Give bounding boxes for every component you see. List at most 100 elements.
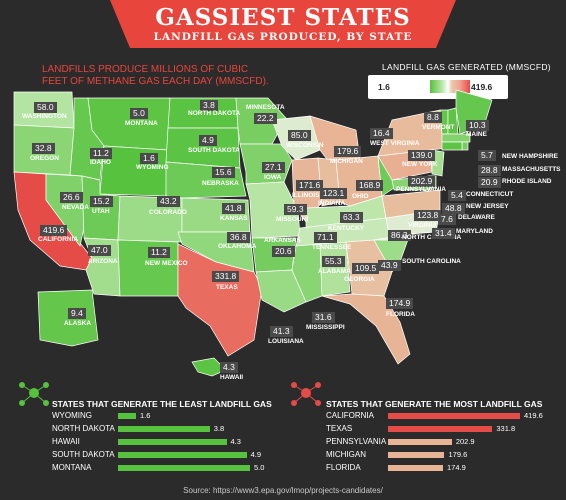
state-name-label: RHODE ISLAND [502,178,552,185]
state-name-label: NEW JERSEY [466,203,509,210]
state-value-label: 174.9 [386,298,414,309]
state-name-label: MONTANA [125,120,158,127]
state-massachusetts [441,133,471,143]
state-name-label: WASHINGTON [22,113,67,120]
rank-bar [118,439,227,445]
state-name-label: MARYLAND [456,228,493,235]
rank-label: MICHIGAN [326,450,366,459]
rank-row: SOUTH DAKOTA 4.9 [52,449,282,461]
state-value-label: 123.1 [320,188,348,199]
state-name-label: IDAHO [90,159,111,166]
rank-row: HAWAII 4.3 [52,436,282,448]
rank-label: WYOMING [52,411,92,420]
legend-title: LANDFILL GAS GENERATED (MMSCFD) [382,62,551,72]
state-name-label: WISCONSIN [286,142,324,149]
state-value-label: 171.6 [296,180,324,191]
rank-bar [118,452,247,458]
legend-max: 419.6 [471,82,493,92]
state-name-label: GEORGIA [344,276,375,283]
rank-value: 3.8 [213,424,225,433]
state-value-label: 63.3 [340,212,363,223]
state-value-label: 179.6 [334,146,362,157]
state-name-label: MISSISSIPPI [306,324,345,331]
state-value-label: 20.9 [478,177,501,188]
state-value-label: 20.6 [272,246,295,257]
state-value-label: 15.2 [90,196,113,207]
state-shapes [13,89,493,377]
state-name-label: MINNESOTA [246,104,285,111]
rank-label: FLORIDA [326,463,361,472]
state-name-label: TENNESSEE [312,244,352,251]
state-value-label: 123.8 [414,210,442,221]
state-value-label: 28.8 [478,165,501,176]
legend-min: 1.6 [378,82,390,92]
state-value-label: 36.8 [227,232,250,243]
state-value-label: 5.0 [130,108,148,119]
state-value-label: 32.8 [32,143,55,154]
state-value-label: 43.2 [157,196,180,207]
state-name-label: CONNECTICUT [466,191,514,198]
state-name-label: OHIO [352,193,369,200]
state-name-label: ALABAMA [318,268,351,275]
rank-label: NORTH DAKOTA [52,424,115,433]
state-name-label: NEW MEXICO [145,260,188,267]
state-name-label: NEBRASKA [202,180,239,187]
state-value-label: 85.0 [288,130,311,141]
least-dots-icon [19,382,49,406]
state-value-label: 47.0 [88,245,111,256]
rank-bar [388,452,445,458]
least-section-title: STATES THAT GENERATE THE LEAST LANDFILL … [52,399,272,409]
state-name-label: NEW YORK [402,161,438,168]
rank-bar [388,426,493,432]
rank-row: TEXAS 331.8 [326,423,562,435]
rank-value: 202.9 [455,437,475,446]
state-name-label: VIRGINIA [408,222,437,229]
state-name-label: NORTH DAKOTA [188,110,241,117]
state-value-label: 10.3 [466,120,489,131]
rank-bar [118,426,210,432]
state-name-label: MISSOURI [276,216,309,223]
source-text: Source: https://www3.epa.gov/lmop/projec… [183,486,383,495]
rank-value: 5.0 [254,463,265,472]
rank-value: 4.9 [250,450,262,459]
title-banner [110,0,456,48]
rank-value: 174.9 [447,463,466,472]
page-title: GASSIEST STATES [155,4,411,31]
state-connecticut [441,141,463,151]
state-name-label: SOUTH CAROLINA [402,258,461,265]
rank-row: WYOMING 1.6 [52,410,282,422]
rank-row: PENNSYLVANIA 202.9 [326,436,562,448]
state-name-label: HAWAII [220,374,244,381]
rank-row: NORTH DAKOTA 3.8 [52,423,282,435]
most-section-title: STATES THAT GENERATE THE MOST LANDFILL G… [326,399,543,409]
state-name-label: ARKANSAS [264,237,301,244]
state-name-label: NORTH CAROLINA [402,234,461,241]
state-value-label: 5.7 [478,150,496,161]
state-name-label: TEXAS [216,284,238,291]
rank-value: 419.6 [524,411,543,420]
state-value-label: 7.6 [438,214,456,225]
us-map [13,89,493,377]
state-value-label: 11.2 [148,247,170,258]
state-name-label: WEST VIRGINIA [370,140,420,147]
rank-label: MONTANA [52,463,92,472]
rank-bar [388,413,520,419]
state-texas [177,243,263,357]
state-name-label: FLORIDA [386,311,415,318]
rank-label: CALIFORNIA [326,411,375,420]
state-name-label: PENNSYLVANIA [396,186,446,193]
rank-label: SOUTH DAKOTA [52,450,115,459]
rank-value: 1.6 [140,411,151,420]
rank-bar [118,413,136,419]
state-value-label: 168.9 [356,180,384,191]
state-name-label: MICHIGAN [330,158,363,165]
state-name-label: OKLAHOMA [218,243,257,250]
rank-row: MICHIGAN 179.6 [326,449,562,461]
state-value-label: 26.6 [60,192,83,203]
state-rhode-island [461,141,469,151]
state-name-label: OREGON [30,155,59,162]
state-value-label: 16.4 [370,128,393,139]
intro-text: LANDFILLS PRODUCE MILLIONS OF CUBIC FEET… [42,64,269,87]
state-name-label: WYOMING [136,164,169,171]
